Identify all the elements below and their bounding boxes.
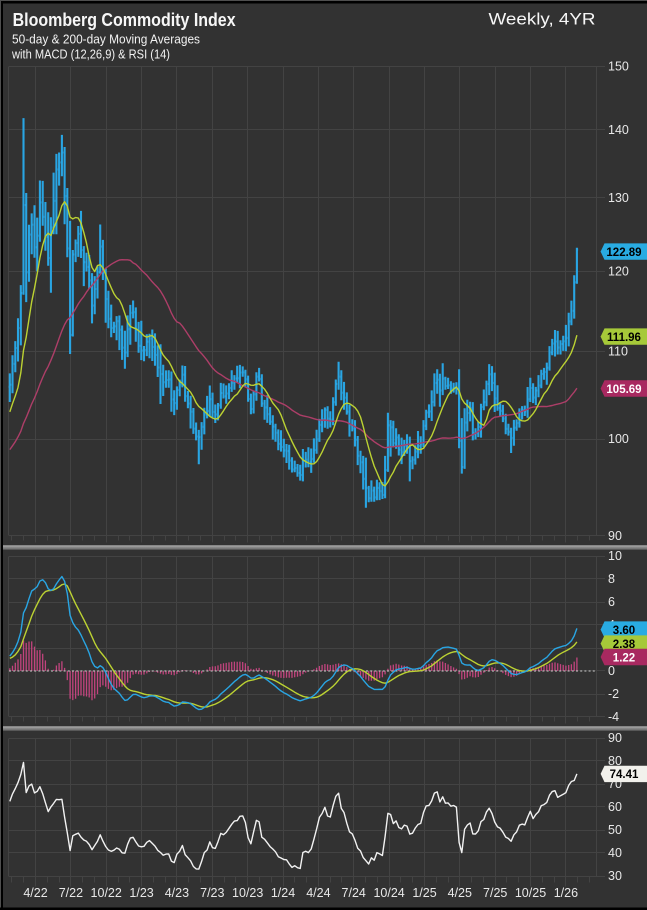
- svg-text:4/22: 4/22: [23, 886, 47, 900]
- svg-text:10/25: 10/25: [515, 886, 546, 900]
- svg-text:74.41: 74.41: [610, 769, 639, 781]
- svg-text:2.38: 2.38: [613, 639, 636, 651]
- svg-text:7/24: 7/24: [342, 886, 366, 900]
- svg-text:50: 50: [608, 823, 622, 837]
- svg-text:7/22: 7/22: [59, 886, 83, 900]
- svg-text:0: 0: [608, 664, 615, 678]
- svg-text:10/24: 10/24: [373, 886, 404, 900]
- svg-text:1/23: 1/23: [129, 886, 153, 900]
- svg-text:10/22: 10/22: [91, 886, 122, 900]
- svg-text:4/25: 4/25: [448, 886, 472, 900]
- svg-text:10: 10: [608, 549, 622, 563]
- svg-text:Bloomberg Commodity Index: Bloomberg Commodity Index: [13, 9, 237, 30]
- svg-text:50-day & 200-day Moving Averag: 50-day & 200-day Moving Averages: [12, 33, 200, 47]
- svg-text:130: 130: [608, 191, 629, 205]
- svg-text:8: 8: [608, 572, 615, 586]
- svg-text:150: 150: [608, 60, 629, 74]
- svg-text:122.89: 122.89: [606, 247, 641, 259]
- svg-text:1/25: 1/25: [412, 886, 436, 900]
- svg-text:110: 110: [608, 344, 628, 358]
- svg-text:3.60: 3.60: [613, 625, 635, 637]
- svg-text:10/23: 10/23: [232, 886, 263, 900]
- svg-text:1/24: 1/24: [271, 886, 295, 900]
- svg-text:with MACD (12,26,9) & RSI (14): with MACD (12,26,9) & RSI (14): [11, 48, 170, 62]
- svg-text:-4: -4: [608, 710, 619, 724]
- svg-text:7/25: 7/25: [483, 886, 507, 900]
- svg-text:40: 40: [608, 846, 622, 860]
- svg-text:60: 60: [608, 800, 622, 814]
- svg-text:-2: -2: [608, 687, 619, 701]
- svg-text:120: 120: [608, 265, 629, 279]
- svg-text:90: 90: [608, 731, 622, 745]
- svg-text:6: 6: [608, 595, 615, 609]
- svg-text:1/26: 1/26: [554, 886, 578, 900]
- svg-text:90: 90: [608, 529, 622, 543]
- svg-text:80: 80: [608, 754, 622, 768]
- svg-text:105.69: 105.69: [606, 384, 641, 396]
- svg-text:100: 100: [608, 432, 629, 446]
- svg-text:4/23: 4/23: [165, 886, 189, 900]
- svg-text:4/24: 4/24: [306, 886, 330, 900]
- svg-text:30: 30: [608, 869, 622, 883]
- svg-text:Weekly, 4YR: Weekly, 4YR: [489, 10, 596, 29]
- svg-text:140: 140: [608, 123, 629, 137]
- svg-text:1.22: 1.22: [613, 652, 635, 664]
- svg-text:111.96: 111.96: [607, 332, 641, 344]
- svg-text:7/23: 7/23: [200, 886, 224, 900]
